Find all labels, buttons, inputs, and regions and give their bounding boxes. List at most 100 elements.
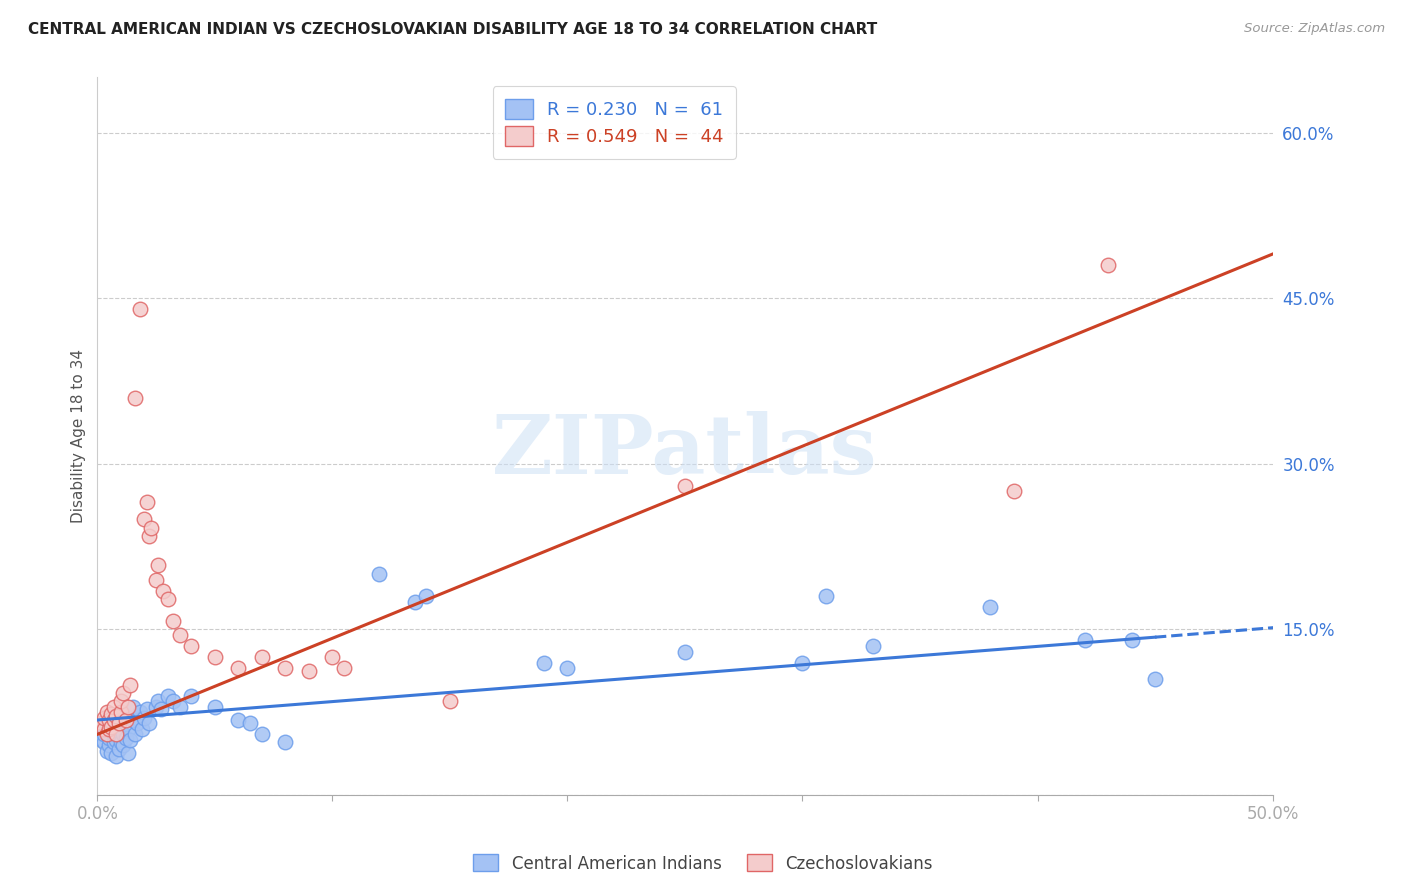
Point	[148, 694, 170, 708]
Point	[145, 573, 167, 587]
Point	[228, 661, 250, 675]
Point	[98, 716, 121, 731]
Point	[156, 591, 179, 606]
Point	[117, 746, 139, 760]
Point	[162, 614, 184, 628]
Point	[91, 716, 114, 731]
Point	[91, 732, 114, 747]
Point	[93, 722, 115, 736]
Point	[1121, 633, 1143, 648]
Point	[93, 727, 115, 741]
Point	[145, 699, 167, 714]
Point	[152, 583, 174, 598]
Point	[117, 722, 139, 736]
Point	[128, 705, 150, 719]
Point	[135, 495, 157, 509]
Point	[103, 699, 125, 714]
Point	[274, 735, 297, 749]
Point	[117, 699, 139, 714]
Point	[228, 713, 250, 727]
Point	[792, 656, 814, 670]
Point	[110, 705, 132, 719]
Point	[162, 694, 184, 708]
Point	[156, 689, 179, 703]
Legend: R = 0.230   N =  61, R = 0.549   N =  44: R = 0.230 N = 61, R = 0.549 N = 44	[492, 87, 737, 159]
Point	[1143, 672, 1166, 686]
Point	[415, 590, 437, 604]
Text: CENTRAL AMERICAN INDIAN VS CZECHOSLOVAKIAN DISABILITY AGE 18 TO 34 CORRELATION C: CENTRAL AMERICAN INDIAN VS CZECHOSLOVAKI…	[28, 22, 877, 37]
Point	[141, 521, 163, 535]
Point	[105, 749, 128, 764]
Point	[533, 656, 555, 670]
Point	[93, 735, 115, 749]
Point	[107, 724, 129, 739]
Point	[131, 722, 153, 736]
Point	[128, 302, 150, 317]
Point	[149, 702, 172, 716]
Point	[127, 716, 149, 731]
Point	[96, 722, 118, 736]
Point	[135, 702, 157, 716]
Point	[298, 665, 321, 679]
Point	[979, 600, 1001, 615]
Point	[98, 722, 121, 736]
Point	[120, 732, 142, 747]
Point	[93, 711, 115, 725]
Point	[1073, 633, 1095, 648]
Point	[121, 713, 143, 727]
Point	[100, 720, 122, 734]
Point	[107, 716, 129, 731]
Point	[100, 707, 122, 722]
Point	[114, 713, 136, 727]
Point	[862, 639, 884, 653]
Text: ZIPatlas: ZIPatlas	[492, 410, 877, 491]
Point	[404, 595, 426, 609]
Point	[103, 735, 125, 749]
Point	[103, 727, 125, 741]
Point	[1002, 484, 1025, 499]
Point	[121, 699, 143, 714]
Point	[439, 694, 461, 708]
Point	[673, 644, 696, 658]
Point	[110, 694, 132, 708]
Point	[105, 727, 128, 741]
Point	[114, 708, 136, 723]
Point	[321, 650, 343, 665]
Point	[96, 744, 118, 758]
Point	[814, 590, 837, 604]
Point	[134, 512, 156, 526]
Point	[98, 731, 121, 745]
Point	[105, 720, 128, 734]
Point	[105, 732, 128, 747]
Point	[110, 713, 132, 727]
Point	[105, 708, 128, 723]
Point	[169, 699, 191, 714]
Point	[120, 678, 142, 692]
Point	[112, 727, 135, 741]
Point	[100, 746, 122, 760]
Point	[138, 716, 160, 731]
Point	[204, 650, 226, 665]
Point	[239, 716, 262, 731]
Y-axis label: Disability Age 18 to 34: Disability Age 18 to 34	[72, 350, 86, 524]
Point	[110, 735, 132, 749]
Point	[148, 558, 170, 573]
Point	[250, 727, 273, 741]
Point	[112, 686, 135, 700]
Point	[96, 705, 118, 719]
Point	[100, 711, 122, 725]
Point	[112, 739, 135, 753]
Point	[98, 713, 121, 727]
Point	[134, 711, 156, 725]
Point	[274, 661, 297, 675]
Text: Source: ZipAtlas.com: Source: ZipAtlas.com	[1244, 22, 1385, 36]
Point	[124, 391, 146, 405]
Point	[180, 689, 202, 703]
Point	[250, 650, 273, 665]
Point	[138, 528, 160, 542]
Point	[124, 727, 146, 741]
Point	[368, 567, 391, 582]
Point	[204, 699, 226, 714]
Point	[169, 628, 191, 642]
Point	[100, 724, 122, 739]
